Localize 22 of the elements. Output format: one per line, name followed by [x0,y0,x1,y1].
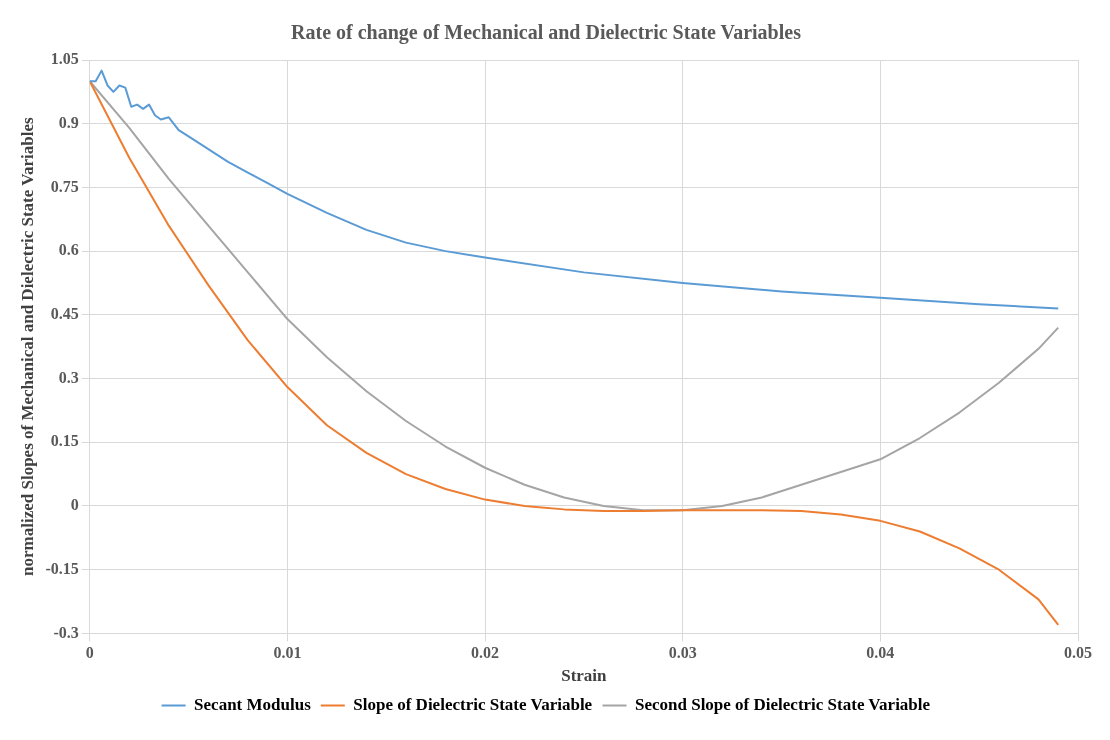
y-tick-label: 0.45 [50,304,79,322]
y-tick-label: 0.9 [58,113,79,131]
legend-label: Secant Modulus [194,694,312,714]
x-tick-label: 0.04 [866,644,895,662]
x-axis-title: Strain [561,666,608,686]
legend-label: Slope of Dielectric State Variable [353,694,593,714]
x-tick-label: 0 [85,644,94,662]
x-tick-label: 0.01 [273,644,302,662]
y-tick-label: 1.05 [50,50,79,68]
y-tick-label: 0 [70,496,79,514]
x-tick-label: 0.02 [471,644,500,662]
y-tick-label: 0.6 [58,241,79,259]
x-tick-label: 0.03 [668,644,697,662]
chart-title: Rate of change of Mechanical and Dielectric State Variables [291,21,802,45]
y-tick-label: 0.15 [50,432,79,450]
y-tick-label: 0.75 [50,177,79,195]
legend-label: Second Slope of Dielectric State Variable [634,694,931,714]
y-tick-label: 0.3 [58,368,79,386]
y-axis-title: normalized Slopes of Mechanical and Dielectric State Variables [17,117,37,576]
y-tick-label: -0.3 [53,623,79,641]
y-tick-label: -0.15 [45,559,79,577]
x-tick-label: 0.05 [1064,644,1092,662]
